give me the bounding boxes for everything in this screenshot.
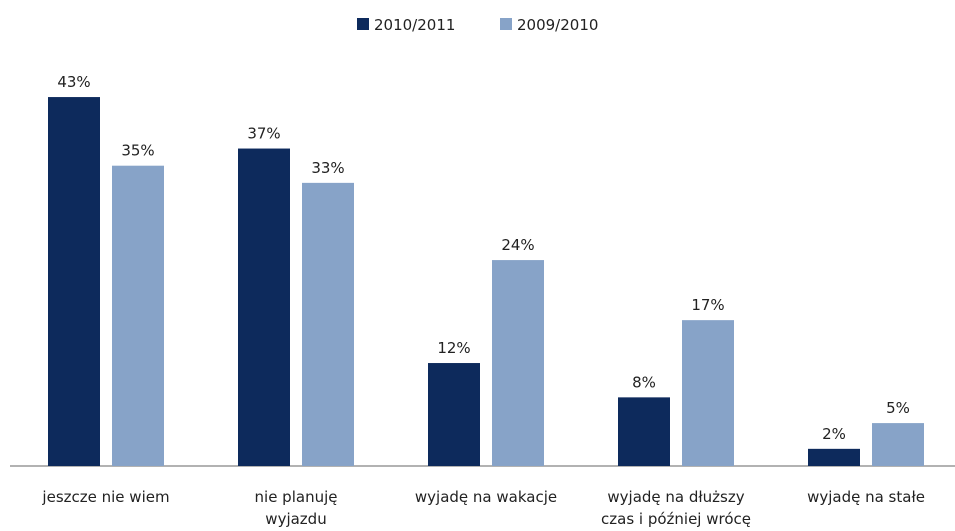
x-tick-label: jeszcze nie wiem [42, 488, 170, 506]
legend-swatch [500, 18, 512, 30]
x-tick-label: wyjadę na stałe [807, 488, 925, 506]
data-label: 33% [311, 159, 344, 177]
bar [808, 448, 860, 466]
data-label: 8% [632, 373, 656, 391]
x-tick-label: wyjadę na dłuższy czas i później wrócę [601, 488, 751, 528]
bar [302, 182, 354, 467]
data-label: 43% [57, 73, 90, 91]
bar [428, 363, 480, 466]
bar [48, 97, 100, 466]
bar [238, 148, 290, 467]
legend-label: 2009/2010 [517, 16, 598, 34]
data-label: 17% [691, 296, 724, 314]
data-label: 5% [886, 399, 910, 417]
data-label: 24% [501, 236, 534, 254]
legend-swatch [357, 18, 369, 30]
bar [492, 260, 544, 466]
bar [618, 397, 670, 466]
x-tick-label: nie planuję wyjazdu [254, 488, 338, 528]
bar [872, 423, 924, 466]
data-label: 35% [121, 142, 154, 160]
data-label: 37% [247, 125, 280, 143]
bar [112, 165, 164, 466]
data-label: 12% [437, 339, 470, 357]
legend-label: 2010/2011 [374, 16, 455, 34]
x-tick-label: wyjadę na wakacje [414, 488, 558, 506]
data-label: 2% [822, 425, 846, 443]
bar [682, 320, 734, 466]
